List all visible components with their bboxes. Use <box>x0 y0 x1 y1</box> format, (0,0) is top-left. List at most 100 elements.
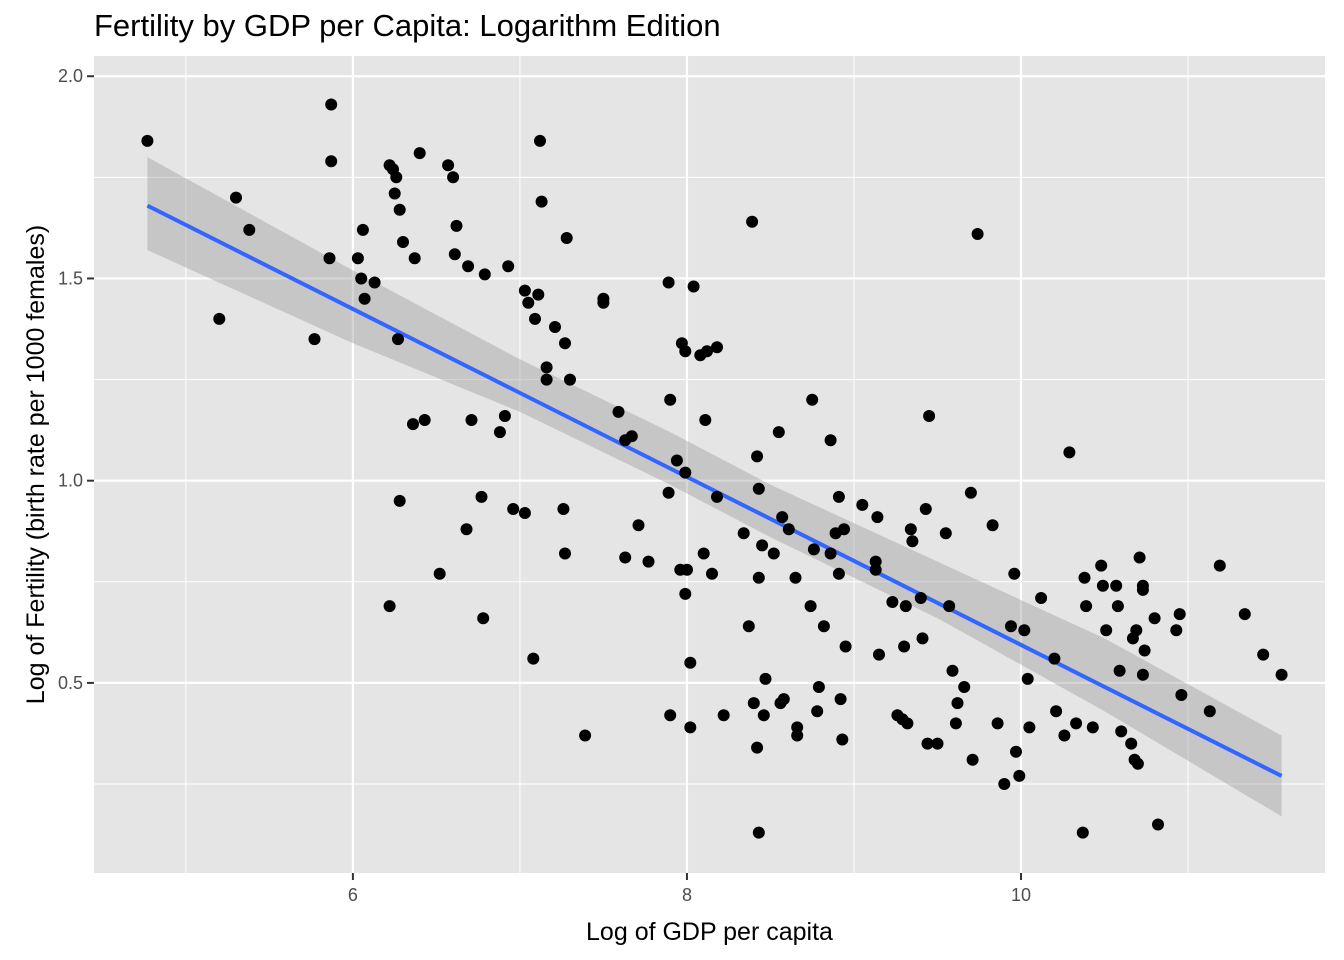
data-point <box>355 272 368 285</box>
data-point <box>757 709 770 722</box>
data-point <box>442 159 455 172</box>
data-point <box>817 620 830 633</box>
data-point <box>824 434 837 447</box>
data-point <box>502 260 515 273</box>
data-point <box>559 547 571 560</box>
data-point <box>697 547 710 560</box>
data-point <box>901 717 914 730</box>
data-point <box>873 648 885 661</box>
data-point <box>522 296 535 309</box>
data-point <box>478 268 491 281</box>
data-point <box>462 260 475 273</box>
data-point <box>836 733 849 746</box>
data-point <box>914 592 927 604</box>
data-point <box>949 717 962 730</box>
data-point <box>1048 652 1061 665</box>
data-point <box>751 741 764 754</box>
data-point <box>921 737 934 750</box>
data-point <box>662 486 675 499</box>
data-point <box>1173 608 1186 621</box>
data-point <box>1111 600 1124 613</box>
data-point <box>1136 583 1149 596</box>
data-point <box>664 393 677 406</box>
data-point <box>527 652 540 665</box>
data-point <box>1080 600 1093 613</box>
data-point <box>886 596 899 608</box>
data-point <box>752 826 765 839</box>
data-point <box>806 393 819 406</box>
data-points <box>141 98 1288 839</box>
y-axis-title: Log of Fertility (birth rate per 1000 fe… <box>22 225 50 704</box>
data-point <box>579 729 592 742</box>
data-point <box>418 414 431 426</box>
data-point <box>1018 624 1031 637</box>
data-point <box>777 693 790 706</box>
major-gridlines <box>94 56 1325 873</box>
data-point <box>393 494 406 507</box>
data-point <box>535 195 548 208</box>
data-point <box>642 555 655 568</box>
data-point <box>916 632 929 645</box>
data-point <box>564 373 576 386</box>
data-point <box>325 155 338 168</box>
data-point <box>460 523 473 536</box>
data-point <box>612 405 625 418</box>
data-point <box>475 490 488 503</box>
data-point <box>529 312 541 325</box>
data-point <box>1138 644 1151 657</box>
data-point <box>1096 579 1109 592</box>
data-point <box>1058 729 1071 742</box>
data-point <box>919 503 932 515</box>
regression-line <box>146 203 1283 778</box>
data-point <box>1125 737 1138 750</box>
data-point <box>1021 672 1034 685</box>
data-point <box>939 527 952 540</box>
data-point <box>1063 446 1076 459</box>
data-point <box>751 450 764 463</box>
data-point <box>951 697 964 710</box>
data-point <box>619 551 632 564</box>
data-point <box>597 296 610 309</box>
data-point <box>413 147 426 160</box>
data-point <box>904 523 917 536</box>
data-point <box>684 656 697 669</box>
data-point <box>1100 624 1113 637</box>
data-point <box>869 563 882 576</box>
data-point <box>756 539 769 552</box>
data-point <box>1130 624 1143 637</box>
data-point <box>1110 579 1123 592</box>
data-point <box>493 426 506 439</box>
data-point <box>1257 648 1270 661</box>
data-point <box>899 600 912 613</box>
data-point <box>789 571 802 584</box>
data-point <box>701 345 713 358</box>
data-point <box>1086 721 1099 734</box>
data-point <box>1133 551 1146 564</box>
data-point <box>632 519 645 532</box>
y-tick-label: 1.0 <box>58 471 83 491</box>
data-point <box>532 288 545 301</box>
data-point <box>717 709 730 722</box>
data-point <box>832 567 845 580</box>
data-point <box>807 543 820 556</box>
data-point <box>450 219 463 232</box>
data-point <box>812 681 825 693</box>
data-point <box>943 600 956 613</box>
data-point <box>1076 826 1089 839</box>
data-point <box>1023 721 1036 734</box>
data-point <box>1148 612 1161 625</box>
data-point <box>383 600 396 613</box>
data-point <box>1078 571 1091 584</box>
data-point <box>998 778 1011 790</box>
data-point <box>664 709 677 722</box>
data-point <box>742 620 755 633</box>
data-point <box>834 693 847 706</box>
data-point <box>711 341 723 354</box>
data-point <box>759 672 772 685</box>
x-tick-label: 10 <box>1011 885 1031 905</box>
data-point <box>534 134 546 147</box>
data-point <box>559 337 571 350</box>
data-point <box>560 232 573 244</box>
data-point <box>408 252 421 265</box>
data-point <box>540 361 553 374</box>
